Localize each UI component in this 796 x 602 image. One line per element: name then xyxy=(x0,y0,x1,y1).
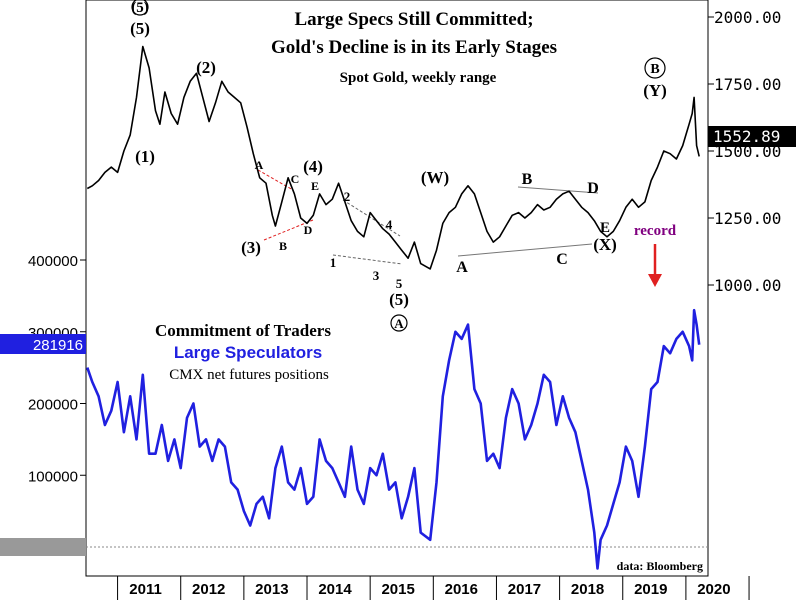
cot-y-tick-label: 100000 xyxy=(28,468,78,485)
wave-label: (W) xyxy=(421,168,449,187)
gold-y-tick-label: 1000.00 xyxy=(714,276,781,295)
cot-caption: CMX net futures positions xyxy=(169,367,329,383)
wave-label: 2 xyxy=(344,189,351,204)
x-tick-label: 2014 xyxy=(318,581,352,598)
chart-title: Large Specs Still Committed; xyxy=(294,9,533,30)
wave-label: A xyxy=(255,158,264,172)
x-tick-label: 2016 xyxy=(445,581,478,598)
wave-label: E xyxy=(311,179,319,193)
cot-y-tick-label: 200000 xyxy=(28,397,78,414)
x-axis-ticks: 2011 2012 2013 2014 2015 2016 2017 2018 2019 2020 xyxy=(117,576,750,600)
last-price-label: 1552.89 xyxy=(713,127,780,146)
wave-label: A xyxy=(394,316,404,331)
wave-label: (5) xyxy=(130,19,150,38)
large-speculators-line xyxy=(86,308,701,570)
wave-guide-ac-line xyxy=(457,243,593,257)
gold-y-tick-label: 1750.00 xyxy=(714,75,781,94)
wave-label: (Y) xyxy=(643,81,667,100)
chart-subtitle: Gold's Decline is in its Early Stages xyxy=(271,37,557,58)
wave-label: (2) xyxy=(196,58,216,77)
wave-label: (1) xyxy=(135,147,155,166)
x-tick-label: 2015 xyxy=(381,581,414,598)
wave-circle-b xyxy=(644,57,666,79)
wave-label: 1 xyxy=(330,255,337,270)
record-arrow-icon xyxy=(648,274,662,287)
wave-guides xyxy=(257,169,599,265)
cot-y-axis-ticks: 4000003000002000001000000 xyxy=(28,253,86,557)
wave-label: B xyxy=(522,171,533,188)
wave-circle-a xyxy=(390,314,408,332)
wave-label: (5) xyxy=(389,290,409,309)
zero-box xyxy=(0,538,86,556)
gold-y-tick-label: 1250.00 xyxy=(714,209,781,228)
wave-label: E xyxy=(600,220,610,236)
cot-series-label: Large Speculators xyxy=(174,343,322,362)
wave-circle-5 xyxy=(131,0,149,16)
wave-guide-red-upper xyxy=(257,169,294,191)
x-tick-label: 2011 xyxy=(129,581,162,598)
last-cot-label: 281916 xyxy=(33,337,83,354)
wave-label: (5) xyxy=(131,0,149,16)
x-tick-label: 2013 xyxy=(255,581,288,598)
wave-label: 5 xyxy=(396,276,403,291)
x-tick-label: 2017 xyxy=(508,581,541,598)
chart-caption: Spot Gold, weekly range xyxy=(340,70,497,86)
x-tick-label: 2018 xyxy=(571,581,604,598)
wave-label: C xyxy=(291,172,300,186)
wave-label: 4 xyxy=(386,217,393,232)
x-tick-label: 2020 xyxy=(697,581,730,598)
wave-guide-red-lower xyxy=(263,219,314,241)
wave-label: D xyxy=(587,180,599,197)
wave-label: B xyxy=(279,239,287,253)
wave-labels: (5) (5) (2) (1) (4) (3) A B C D E 1 2 3 … xyxy=(130,0,667,332)
cot-title: Commitment of Traders xyxy=(155,321,331,340)
wave-label: B xyxy=(650,62,659,77)
wave-guide-gray-lower xyxy=(332,254,403,265)
wave-label: 3 xyxy=(373,268,380,283)
x-tick-label: 2019 xyxy=(634,581,667,598)
wave-label: (X) xyxy=(593,235,617,254)
data-source: data: Bloomberg xyxy=(617,559,703,573)
last-price-box xyxy=(708,126,796,147)
wave-label: (4) xyxy=(303,157,323,176)
gold-price-line xyxy=(86,45,700,270)
wave-label: A xyxy=(456,259,468,276)
last-cot-box xyxy=(0,334,86,354)
wave-guide-bd-line xyxy=(517,186,599,194)
record-annotation: record xyxy=(634,223,677,239)
wave-label: (3) xyxy=(241,238,261,257)
x-tick-label: 2012 xyxy=(192,581,225,598)
cot-y-tick-label: 400000 xyxy=(28,253,78,270)
wave-label: C xyxy=(556,251,568,268)
wave-guide-gray-upper xyxy=(342,199,401,237)
wave-label: D xyxy=(304,223,313,237)
gold-y-tick-label: 2000.00 xyxy=(714,8,781,27)
